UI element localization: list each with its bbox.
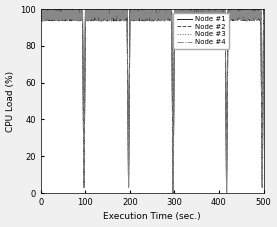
Node #2	[66, 12, 70, 15]
Node #2	[39, 17, 42, 20]
Node #2	[198, 9, 202, 12]
Node #3	[94, 9, 97, 11]
Line: Node #3: Node #3	[41, 9, 264, 193]
X-axis label: Execution Time (sec.): Execution Time (sec.)	[103, 212, 201, 222]
Node #4	[254, 9, 257, 12]
Node #4	[171, 192, 175, 194]
Node #2	[254, 13, 257, 15]
Node #2	[262, 17, 265, 20]
Node #3	[40, 8, 43, 10]
Node #1	[262, 8, 265, 10]
Node #2	[199, 18, 202, 21]
Node #4	[199, 8, 202, 10]
Node #1	[94, 8, 97, 11]
Node #1	[40, 8, 44, 10]
Node #1	[39, 10, 42, 12]
Node #1	[199, 8, 202, 10]
Node #4	[194, 8, 197, 11]
Node #1	[171, 192, 175, 194]
Node #1	[198, 17, 202, 19]
Node #4	[262, 10, 265, 12]
Node #4	[94, 17, 97, 19]
Node #2	[94, 8, 97, 11]
Node #4	[39, 10, 42, 12]
Node #2	[40, 8, 43, 10]
Node #1	[66, 15, 70, 17]
Node #3	[254, 15, 257, 18]
Node #4	[198, 13, 202, 16]
Y-axis label: CPU Load (%): CPU Load (%)	[6, 70, 15, 132]
Node #2	[194, 13, 197, 16]
Node #4	[39, 8, 43, 10]
Node #3	[194, 15, 197, 18]
Node #1	[254, 17, 257, 20]
Node #2	[171, 192, 175, 194]
Node #3	[262, 17, 265, 19]
Node #3	[39, 18, 42, 20]
Node #4	[66, 18, 70, 20]
Node #1	[194, 12, 197, 15]
Node #3	[199, 12, 202, 14]
Node #3	[198, 13, 202, 16]
Line: Node #1: Node #1	[41, 9, 264, 193]
Node #3	[66, 10, 70, 13]
Line: Node #4: Node #4	[41, 9, 264, 193]
Line: Node #2: Node #2	[41, 9, 264, 193]
Legend: Node #1, Node #2, Node #3, Node #4: Node #1, Node #2, Node #3, Node #4	[173, 12, 229, 49]
Node #3	[171, 192, 175, 194]
